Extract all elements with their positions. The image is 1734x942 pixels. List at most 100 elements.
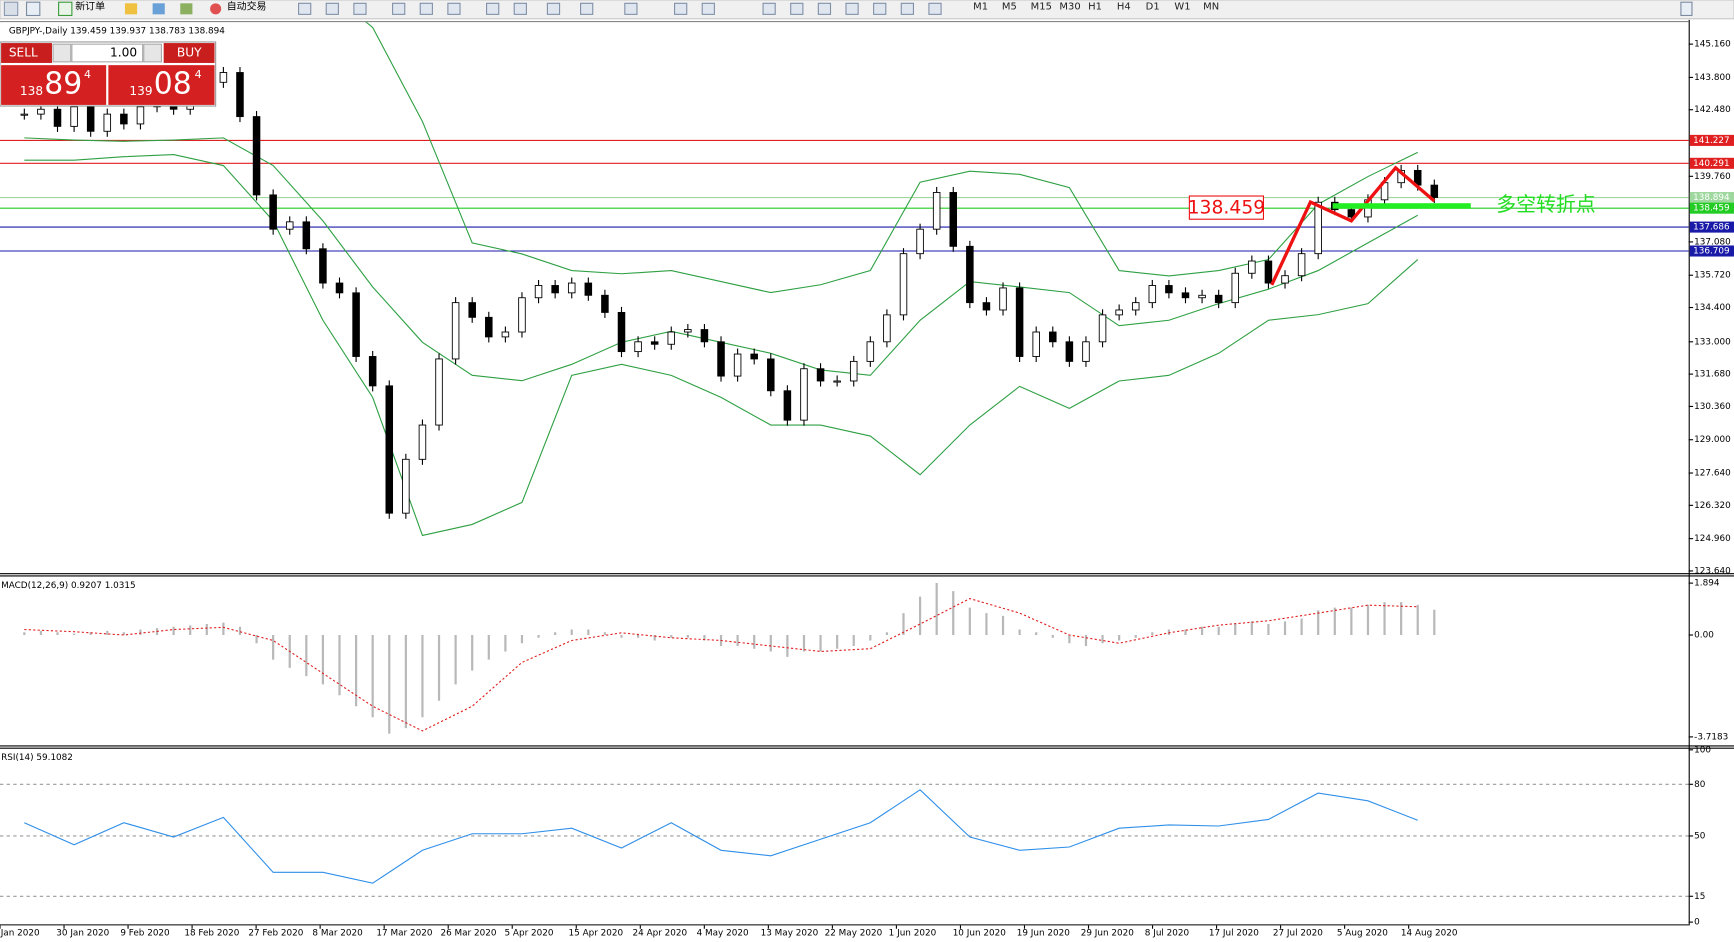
icon[interactable] — [513, 2, 527, 15]
timeframe-button[interactable]: M5 — [1002, 2, 1017, 13]
x-tick-label: 22 May 2020 — [825, 929, 883, 939]
x-tick-label: 8 Mar 2020 — [312, 929, 363, 939]
timeframe-button[interactable]: M15 — [1031, 2, 1052, 13]
timeframe-button[interactable]: MN — [1203, 2, 1219, 13]
icon[interactable] — [447, 2, 461, 15]
y-tick-label: 127.640 — [1694, 469, 1731, 479]
icon[interactable] — [124, 3, 138, 15]
ask-small[interactable]: 4 — [195, 68, 202, 81]
y-tick-label: 130.360 — [1694, 402, 1731, 412]
icon[interactable] — [928, 2, 942, 15]
icon[interactable] — [298, 2, 312, 15]
rsi-title: RSI(14) 59.1082 — [1, 753, 73, 763]
x-tick-label: 18 Feb 2020 — [184, 929, 239, 939]
x-tick-label: 5 Aug 2020 — [1337, 929, 1388, 939]
sell-label[interactable]: SELL — [9, 46, 38, 60]
icon[interactable] — [701, 2, 715, 15]
candle-body — [1082, 341, 1090, 362]
x-tick-label: 15 Apr 2020 — [569, 929, 624, 939]
auto-trading-icon[interactable] — [210, 3, 222, 15]
icon[interactable] — [580, 2, 594, 15]
y-tick-label: 80 — [1694, 780, 1706, 790]
icon[interactable] — [546, 2, 561, 15]
lots-value[interactable]: 1.00 — [110, 46, 137, 60]
bid-big[interactable]: 138 — [20, 84, 43, 98]
icon[interactable] — [3, 1, 19, 17]
y-tick-label: 126.320 — [1694, 501, 1731, 511]
zigzag-drawing — [1270, 165, 1436, 286]
new-order-icon[interactable] — [58, 1, 73, 17]
icon[interactable] — [486, 2, 500, 15]
timeframe-button[interactable]: W1 — [1174, 2, 1190, 13]
macd-panel — [23, 582, 1436, 734]
candle-body — [584, 282, 593, 296]
ask-box[interactable] — [108, 65, 215, 105]
trade-panel: SELL 1.00 BUY 138 89 4 139 08 4 — [0, 41, 217, 107]
y-tick-label: 139.760 — [1694, 172, 1731, 182]
candle-body — [866, 341, 875, 362]
candle-body — [70, 106, 78, 127]
candle-body — [402, 458, 410, 514]
ask-big[interactable]: 139 — [129, 84, 152, 98]
new-order-button[interactable]: 新订单 — [75, 0, 105, 13]
icon[interactable] — [624, 2, 638, 15]
icon[interactable] — [325, 2, 339, 15]
candle-body — [717, 341, 725, 377]
buy-button[interactable] — [163, 43, 215, 63]
icon[interactable] — [900, 2, 914, 15]
icon[interactable] — [873, 2, 887, 15]
candle-body — [1032, 331, 1040, 357]
icon[interactable] — [674, 2, 688, 15]
timeframe-button[interactable]: H1 — [1088, 2, 1102, 13]
level-tag-label: 138.459 — [1693, 204, 1730, 214]
bid-main[interactable]: 89 — [44, 67, 82, 102]
candle-body — [816, 368, 825, 382]
y-tick-label: 131.680 — [1694, 370, 1731, 380]
candle-body — [451, 302, 460, 360]
y-tick-label: 124.960 — [1694, 534, 1731, 544]
candle-body — [634, 341, 642, 353]
timeframe-button[interactable]: M30 — [1059, 2, 1080, 13]
lots-input[interactable] — [71, 43, 144, 63]
axes: 145.160 143.800 142.480 139.760 137.080 135.7… — [0, 40, 1734, 939]
candle-body — [932, 192, 941, 230]
icon[interactable] — [25, 1, 41, 17]
bid-box[interactable] — [1, 65, 107, 105]
candle-body — [1181, 292, 1190, 299]
timeframe-button[interactable]: H4 — [1117, 2, 1131, 13]
x-tick-label: 27 Feb 2020 — [248, 929, 303, 939]
level-tag-label: 136.709 — [1693, 247, 1730, 257]
candle-body — [899, 253, 908, 316]
sell-button[interactable] — [1, 43, 52, 63]
candle-body — [883, 314, 891, 343]
x-tick-label: 29 Jun 2020 — [1081, 929, 1135, 939]
buy-label[interactable]: BUY — [177, 46, 202, 60]
level-tag-label: 141.227 — [1693, 136, 1730, 146]
icon[interactable] — [353, 2, 367, 15]
timeframe-button[interactable]: M1 — [973, 2, 988, 13]
candle-body — [1049, 331, 1057, 343]
x-tick-label: 1 Jun 2020 — [889, 929, 937, 939]
icon[interactable] — [392, 2, 406, 15]
candle-body — [418, 424, 427, 460]
icon[interactable] — [762, 2, 776, 15]
lots-up[interactable] — [143, 43, 163, 63]
icon[interactable] — [152, 3, 165, 15]
ask-main[interactable]: 08 — [154, 67, 192, 102]
y-tick-label: 143.800 — [1694, 73, 1731, 83]
icon[interactable] — [845, 2, 859, 15]
icon[interactable] — [790, 2, 804, 15]
candle-body — [750, 353, 758, 360]
icon[interactable] — [419, 2, 433, 15]
lots-down[interactable] — [52, 43, 72, 63]
bid-small[interactable]: 4 — [84, 68, 91, 81]
auto-trading-button[interactable]: 自动交易 — [227, 0, 267, 13]
x-tick-label: 26 Mar 2020 — [440, 929, 496, 939]
icon[interactable] — [817, 2, 832, 15]
timeframe-button[interactable]: D1 — [1146, 2, 1160, 13]
turning-zone — [1332, 203, 1471, 209]
icon[interactable] — [180, 3, 193, 15]
icon[interactable] — [1680, 1, 1693, 17]
rsi-line — [24, 789, 1418, 884]
